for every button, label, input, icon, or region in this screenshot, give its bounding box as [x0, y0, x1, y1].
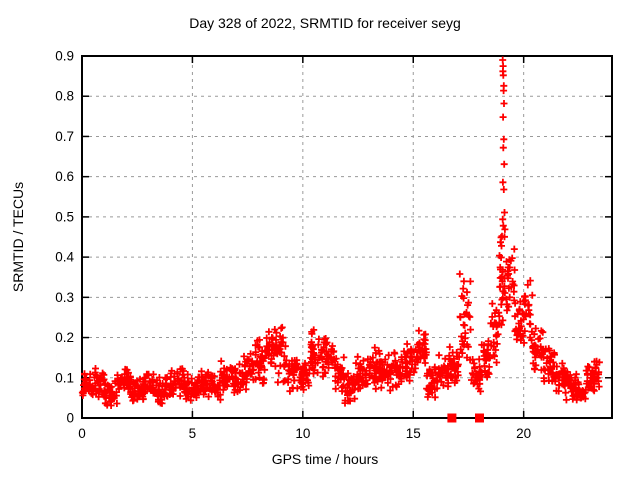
y-tick-label: 0.1	[55, 370, 74, 385]
x-tick-label: 10	[295, 426, 310, 441]
y-tick-label: 0.2	[55, 330, 74, 345]
data-points	[78, 56, 603, 409]
y-tick-label: 0.3	[55, 290, 74, 305]
y-tick-label: 0.8	[55, 89, 74, 104]
y-tick-label: 0.9	[55, 49, 74, 64]
y-tick-label: 0	[66, 411, 74, 426]
y-tick-label: 0.4	[55, 250, 74, 265]
x-tick-label: 20	[516, 426, 531, 441]
event-marker	[447, 413, 457, 423]
x-tick-label: 5	[189, 426, 197, 441]
y-tick-label: 0.6	[55, 169, 74, 184]
x-axis-label: GPS time / hours	[271, 451, 379, 467]
y-tick-label: 0.5	[55, 209, 74, 224]
y-tick-label: 0.7	[55, 129, 74, 144]
x-tick-label: 0	[78, 426, 86, 441]
plot-border	[81, 55, 613, 419]
x-tick-label: 15	[406, 426, 421, 441]
event-marker	[475, 413, 484, 423]
chart-title: Day 328 of 2022, SRMTID for receiver sey…	[189, 15, 461, 31]
